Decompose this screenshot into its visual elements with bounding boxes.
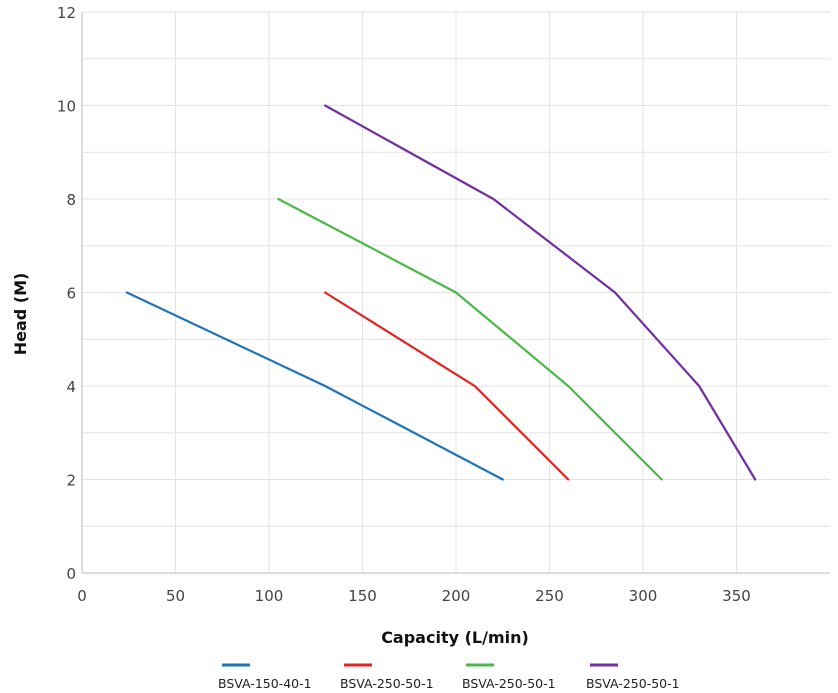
axes xyxy=(81,12,830,574)
y-axis-ticks: 0 2 4 6 8 10 12 xyxy=(57,4,76,583)
y-tick-label: 8 xyxy=(66,191,76,209)
y-tick-label: 0 xyxy=(66,565,76,583)
x-axis-ticks: 0 50 100 150 200 250 300 350 xyxy=(77,587,751,605)
y-axis-title: Head (M) xyxy=(11,273,30,356)
x-tick-label: 50 xyxy=(166,587,185,605)
y-tick-label: 4 xyxy=(66,378,76,396)
legend-label: BSVA-250-50-1 xyxy=(462,676,556,691)
series-lines xyxy=(125,104,757,481)
x-tick-label: 200 xyxy=(442,587,471,605)
legend-label: BSVA-250-50-1 xyxy=(340,676,434,691)
x-tick-label: 150 xyxy=(348,587,377,605)
x-tick-label: 100 xyxy=(255,587,284,605)
x-tick-label: 0 xyxy=(77,587,87,605)
series-line-3 xyxy=(277,197,663,481)
y-tick-label: 12 xyxy=(57,4,76,22)
legend-label: BSVA-150-40-1 xyxy=(218,676,312,691)
y-tick-label: 10 xyxy=(57,98,76,116)
y-tick-label: 6 xyxy=(66,285,76,303)
x-tick-label: 250 xyxy=(535,587,564,605)
series-line-2 xyxy=(324,291,570,481)
x-tick-label: 300 xyxy=(629,587,658,605)
series-line-1 xyxy=(125,291,504,481)
legend-label: BSVA-250-50-1 xyxy=(586,676,680,691)
x-axis-title: Capacity (L/min) xyxy=(381,628,529,647)
legend: BSVA-150-40-1 BSVA-250-50-1 BSVA-250-50-1 B… xyxy=(218,663,680,691)
y-tick-label: 2 xyxy=(66,472,76,490)
x-tick-label: 350 xyxy=(722,587,751,605)
series-line-4 xyxy=(324,104,757,481)
